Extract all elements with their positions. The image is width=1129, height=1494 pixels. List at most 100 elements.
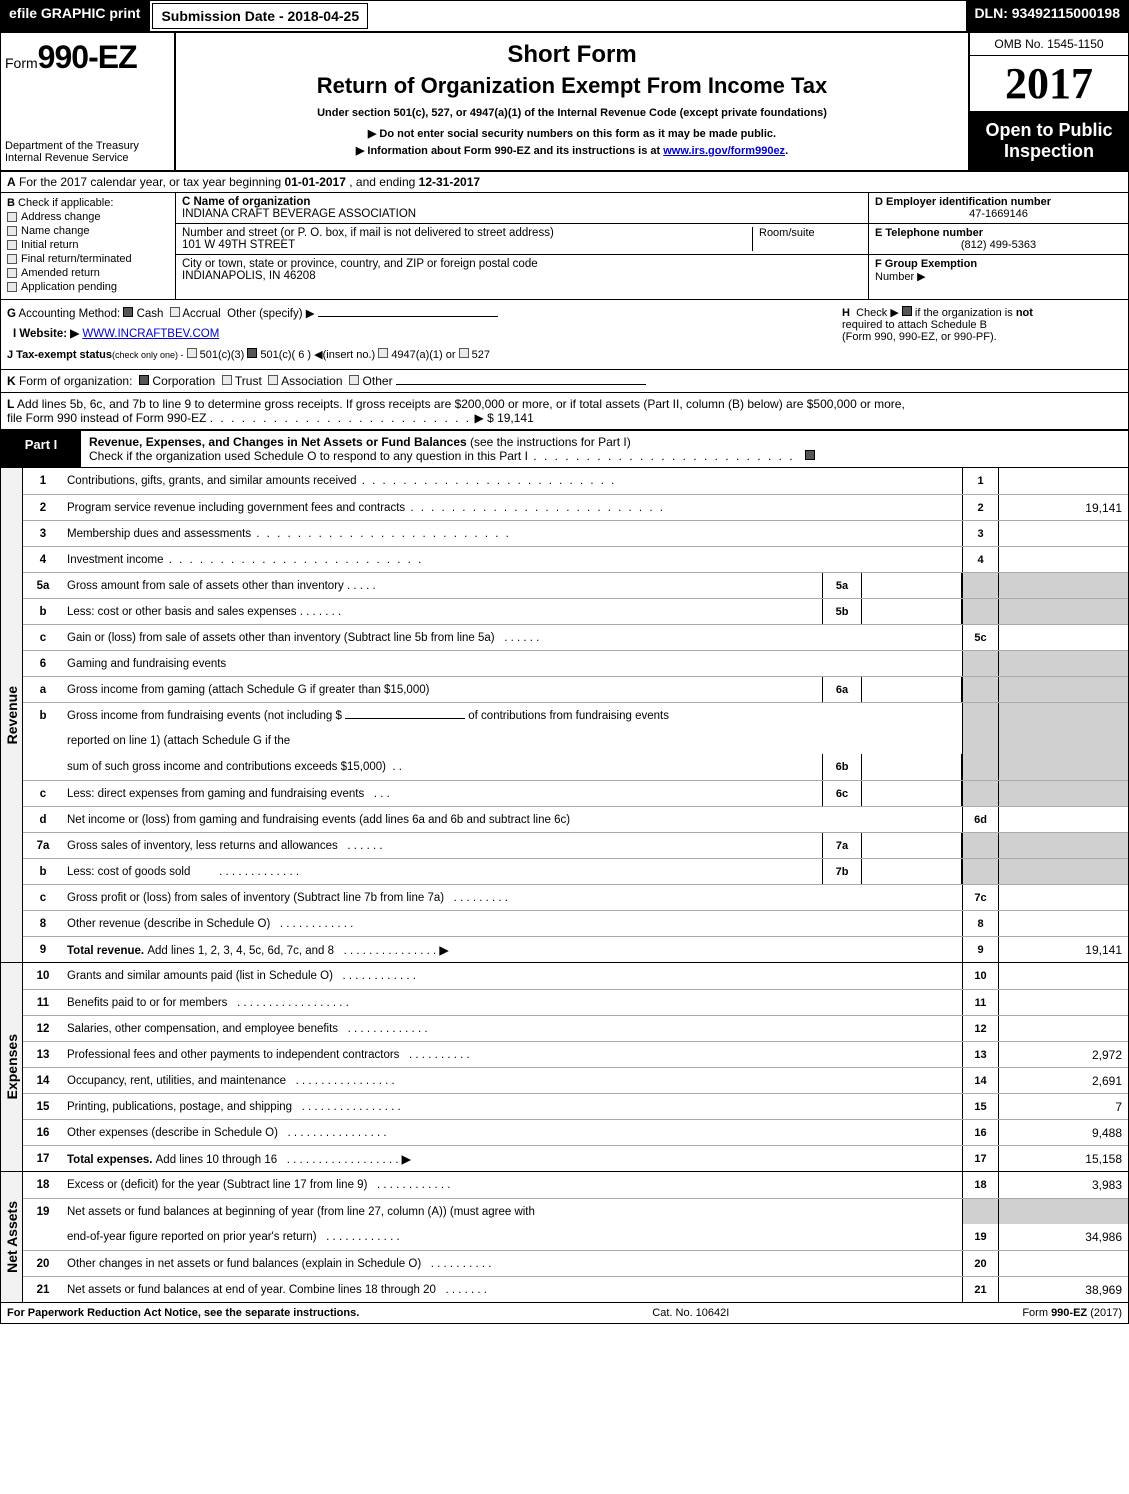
line-desc: reported on line 1) (attach Schedule G i…	[63, 733, 962, 749]
mini-value	[862, 754, 962, 780]
radio-cash-icon[interactable]	[123, 307, 133, 317]
line-desc: Contributions, gifts, grants, and simila…	[63, 473, 962, 489]
radio-trust-icon[interactable]	[222, 375, 232, 385]
radio-assoc-icon[interactable]	[268, 375, 278, 385]
opt-trust: Trust	[235, 374, 262, 388]
line-7b: b Less: cost of goods sold . . . . . . .…	[23, 858, 1128, 884]
irs-link[interactable]: www.irs.gov/form990ez	[663, 145, 785, 157]
radio-501c3-icon[interactable]	[187, 348, 197, 358]
line-6: 6 Gaming and fundraising events	[23, 650, 1128, 676]
check-initial-return[interactable]: Initial return	[7, 239, 169, 251]
radio-527-icon[interactable]	[459, 348, 469, 358]
grey-box	[962, 599, 998, 624]
part-1-header: Part I Revenue, Expenses, and Changes in…	[1, 431, 1128, 468]
line-value	[998, 807, 1128, 832]
line-desc: Program service revenue including govern…	[63, 500, 962, 516]
line-value	[998, 625, 1128, 650]
line-num: 14	[23, 1075, 63, 1087]
grey-value	[998, 781, 1128, 806]
city-label: City or town, state or province, country…	[182, 258, 862, 270]
expenses-block: Expenses 10 Grants and similar amounts p…	[1, 963, 1128, 1172]
submission-date: Submission Date - 2018-04-25	[152, 3, 368, 29]
org-name: INDIANA CRAFT BEVERAGE ASSOCIATION	[182, 208, 862, 220]
check-h-icon[interactable]	[902, 306, 912, 316]
dots-icon	[528, 449, 795, 463]
ssn-warning: ▶ Do not enter social security numbers o…	[182, 127, 962, 140]
check-amended-return[interactable]: Amended return	[7, 267, 169, 279]
line-num: c	[23, 892, 63, 904]
line-desc: Other revenue (describe in Schedule O) .…	[63, 916, 962, 932]
radio-corp-icon[interactable]	[139, 375, 149, 385]
line-value: 19,141	[998, 937, 1128, 962]
expenses-tab: Expenses	[1, 963, 23, 1171]
line-box: 14	[962, 1068, 998, 1093]
radio-4947-icon[interactable]	[378, 348, 388, 358]
label-i: I Website: ▶	[13, 328, 79, 340]
line-value: 7	[998, 1094, 1128, 1119]
line-13: 13 Professional fees and other payments …	[23, 1041, 1128, 1067]
dln-badge: DLN: 93492115000198	[966, 1, 1128, 31]
label-j: J Tax-exempt status	[7, 349, 112, 361]
line-desc: Gross income from fundraising events (no…	[63, 708, 962, 724]
info-post: .	[785, 145, 788, 157]
line-19a: 19 Net assets or fund balances at beginn…	[23, 1198, 1128, 1224]
line-num: 6	[23, 658, 63, 670]
street-value: 101 W 49TH STREET	[182, 239, 752, 251]
room-suite: Room/suite	[752, 227, 862, 251]
mini-box: 6c	[822, 781, 862, 806]
footer-catno: Cat. No. 10642I	[652, 1307, 729, 1319]
check-label-pending: Application pending	[21, 281, 117, 293]
mini-box: 5a	[822, 573, 862, 598]
check-address-change[interactable]: Address change	[7, 211, 169, 223]
mini-value	[862, 599, 962, 624]
line-19b: end-of-year figure reported on prior yea…	[23, 1224, 1128, 1250]
check-schedule-o-icon[interactable]	[805, 450, 815, 460]
fundraising-amount-input[interactable]	[345, 718, 465, 719]
header-center: Short Form Return of Organization Exempt…	[176, 33, 968, 170]
check-if-applicable: Check if applicable:	[18, 197, 113, 209]
revenue-tab: Revenue	[1, 468, 23, 962]
grey-box	[962, 573, 998, 598]
radio-501c6-icon[interactable]	[247, 348, 257, 358]
label-c: C Name of organization	[182, 196, 310, 208]
h-not: not	[1016, 307, 1033, 319]
line-num: a	[23, 684, 63, 696]
topbar-spacer	[370, 1, 966, 31]
row-a-pre: For the 2017 calendar year, or tax year …	[19, 175, 285, 189]
info-line: ▶ Information about Form 990-EZ and its …	[182, 144, 962, 157]
label-f: F Group Exemption	[875, 258, 977, 270]
row-k: K Form of organization: Corporation Trus…	[1, 370, 1128, 393]
radio-other-icon[interactable]	[349, 375, 359, 385]
part-1-title: Revenue, Expenses, and Changes in Net As…	[81, 431, 1128, 467]
website-link[interactable]: WWW.INCRAFTBEV.COM	[82, 328, 219, 340]
other-specify-input[interactable]	[318, 316, 498, 317]
line-num: 2	[23, 502, 63, 514]
line-desc: Net income or (loss) from gaming and fun…	[63, 812, 962, 828]
line-box: 19	[962, 1224, 998, 1250]
mini-value	[862, 781, 962, 806]
line-box: 1	[962, 468, 998, 494]
line-value	[998, 990, 1128, 1015]
line-desc: Other changes in net assets or fund bala…	[63, 1256, 962, 1272]
net-assets-block: Net Assets 18 Excess or (deficit) for th…	[1, 1172, 1128, 1302]
part-1-label: Part I	[1, 431, 81, 467]
h-text4: (Form 990, 990-EZ, or 990-PF).	[842, 331, 997, 343]
check-name-change[interactable]: Name change	[7, 225, 169, 237]
cell-ein: D Employer identification number 47-1669…	[869, 193, 1128, 224]
checkbox-icon	[7, 254, 17, 264]
info-pre: ▶ Information about Form 990-EZ and its …	[356, 145, 663, 157]
radio-accrual-icon[interactable]	[170, 307, 180, 317]
line-6b-1: b Gross income from fundraising events (…	[23, 702, 1128, 728]
line-value	[998, 1016, 1128, 1041]
grey-value	[998, 754, 1128, 780]
cell-street: Number and street (or P. O. box, if mail…	[176, 224, 868, 255]
other-org-input[interactable]	[396, 384, 646, 385]
line-value: 2,972	[998, 1042, 1128, 1067]
col-b-right: D Employer identification number 47-1669…	[868, 193, 1128, 299]
check-application-pending[interactable]: Application pending	[7, 281, 169, 293]
line-num: c	[23, 632, 63, 644]
expenses-lines: 10 Grants and similar amounts paid (list…	[23, 963, 1128, 1171]
col-b-middle: C Name of organization INDIANA CRAFT BEV…	[176, 193, 868, 299]
check-final-return[interactable]: Final return/terminated	[7, 253, 169, 265]
opt-527: 527	[472, 349, 490, 361]
